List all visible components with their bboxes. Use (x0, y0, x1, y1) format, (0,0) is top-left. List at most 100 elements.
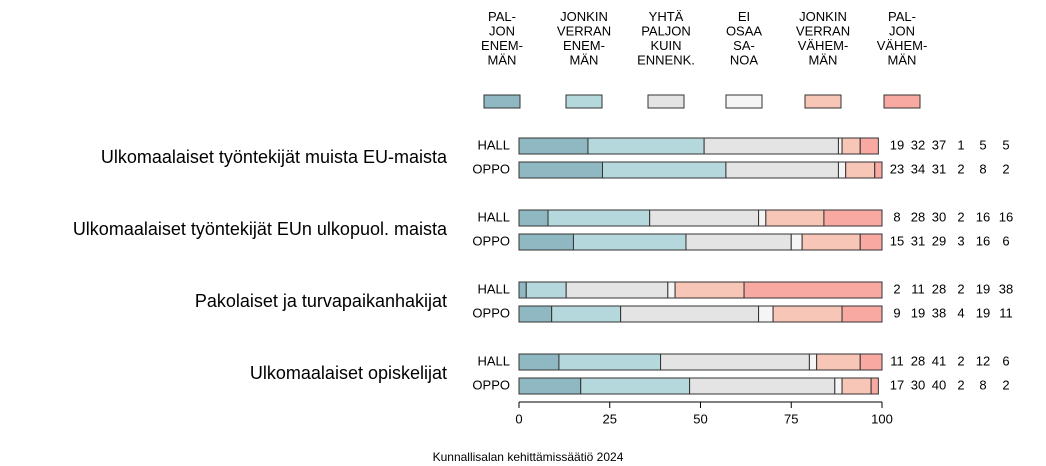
value-label: 3 (957, 233, 964, 248)
value-label: 2 (957, 161, 964, 176)
bar-segment (790, 233, 803, 251)
value-label: 12 (976, 353, 990, 368)
value-label: 6 (1002, 353, 1009, 368)
value-label: 17 (890, 377, 904, 392)
bar-segment (547, 209, 651, 227)
value-label: 2 (893, 281, 900, 296)
value-label: 2 (957, 377, 964, 392)
legend-swatch (565, 94, 603, 109)
x-tick-label: 50 (693, 411, 707, 426)
bar-segment (565, 281, 669, 299)
bar-segment (703, 137, 839, 155)
value-label: 30 (911, 377, 925, 392)
row-label: OPPO (472, 233, 510, 248)
row-label: OPPO (472, 305, 510, 320)
value-label: 40 (932, 377, 946, 392)
bar-segment (870, 377, 879, 395)
legend-swatch (804, 94, 842, 109)
bar-segment (525, 281, 567, 299)
bar-segment (551, 305, 622, 323)
legend-label: PAL-JON ENEM-MÄN (481, 9, 523, 68)
bar-segment (765, 209, 825, 227)
bar-segment (674, 281, 745, 299)
value-label: 31 (932, 161, 946, 176)
bar-segment (518, 377, 582, 395)
x-tick-label: 100 (871, 411, 893, 426)
row-label: HALL (477, 137, 510, 152)
value-label: 11 (911, 281, 925, 296)
legend-swatch (483, 94, 521, 109)
value-label: 38 (999, 281, 1013, 296)
value-label: 11 (890, 353, 904, 368)
bar-segment (518, 137, 589, 155)
value-label: 28 (911, 353, 925, 368)
value-label: 19 (911, 305, 925, 320)
bar-segment (667, 281, 676, 299)
bar-segment (772, 305, 843, 323)
value-label: 38 (932, 305, 946, 320)
value-label: 37 (932, 137, 946, 152)
value-label: 41 (932, 353, 946, 368)
group-label: Pakolaiset ja turvapaikanhakijat (195, 291, 447, 311)
source: Kunnallisalan kehittämissäätiö 2024 (433, 450, 624, 464)
value-label: 8 (979, 161, 986, 176)
group-label: Ulkomaalaiset työntekijät muista EU-mais… (101, 147, 448, 167)
bar-segment (859, 137, 879, 155)
value-label: 2 (1002, 161, 1009, 176)
bar-segment (518, 233, 574, 251)
value-label: 34 (911, 161, 925, 176)
legend-swatch (647, 94, 685, 109)
bar-segment (841, 305, 883, 323)
value-label: 8 (979, 377, 986, 392)
value-label: 6 (1002, 233, 1009, 248)
value-label: 2 (1002, 377, 1009, 392)
legend-label: EI OSAA SA-NOA (726, 9, 762, 68)
value-label: 11 (999, 305, 1013, 320)
value-label: 30 (932, 209, 946, 224)
bar-segment (518, 281, 527, 299)
value-label: 16 (976, 209, 990, 224)
bar-segment (587, 137, 705, 155)
legend-label: YHTÄ PALJON KUIN ENNENK. (637, 9, 695, 68)
legend-swatch (725, 94, 763, 109)
bar-segment (558, 353, 662, 371)
x-tick-label: 25 (603, 411, 617, 426)
value-label: 2 (957, 281, 964, 296)
value-label: 28 (911, 209, 925, 224)
group-label: Ulkomaalaiset työntekijät EUn ulkopuol. … (73, 219, 448, 239)
legend-label: JONKIN VERRAN ENEM-MÄN (557, 9, 611, 68)
bar-segment (837, 161, 847, 179)
value-label: 8 (893, 209, 900, 224)
bar-segment (837, 137, 843, 155)
bar-segment (845, 161, 876, 179)
bar-segment (823, 209, 883, 227)
row-label: HALL (477, 209, 510, 224)
legend-label: PAL-JON VÄHEM-MÄN (877, 9, 928, 68)
bar-segment (801, 233, 861, 251)
bar-segment (518, 161, 603, 179)
value-label: 29 (932, 233, 946, 248)
row-label: HALL (477, 353, 510, 368)
bar-segment (859, 353, 883, 371)
row-label: OPPO (472, 161, 510, 176)
bar-segment (649, 209, 760, 227)
bar-segment (758, 305, 774, 323)
bar-segment (841, 137, 861, 155)
bar-segment (660, 353, 810, 371)
bar-segment (841, 377, 872, 395)
bar-segment (685, 233, 792, 251)
value-label: 1 (957, 137, 964, 152)
bar-segment (580, 377, 691, 395)
value-label: 32 (911, 137, 925, 152)
bar-segment (620, 305, 760, 323)
bar-segment (743, 281, 883, 299)
value-label: 16 (999, 209, 1013, 224)
bar-segment (601, 161, 727, 179)
x-tick-label: 0 (515, 411, 522, 426)
row-label: OPPO (472, 377, 510, 392)
value-label: 31 (911, 233, 925, 248)
value-label: 5 (979, 137, 986, 152)
row-label: HALL (477, 281, 510, 296)
value-label: 2 (957, 209, 964, 224)
